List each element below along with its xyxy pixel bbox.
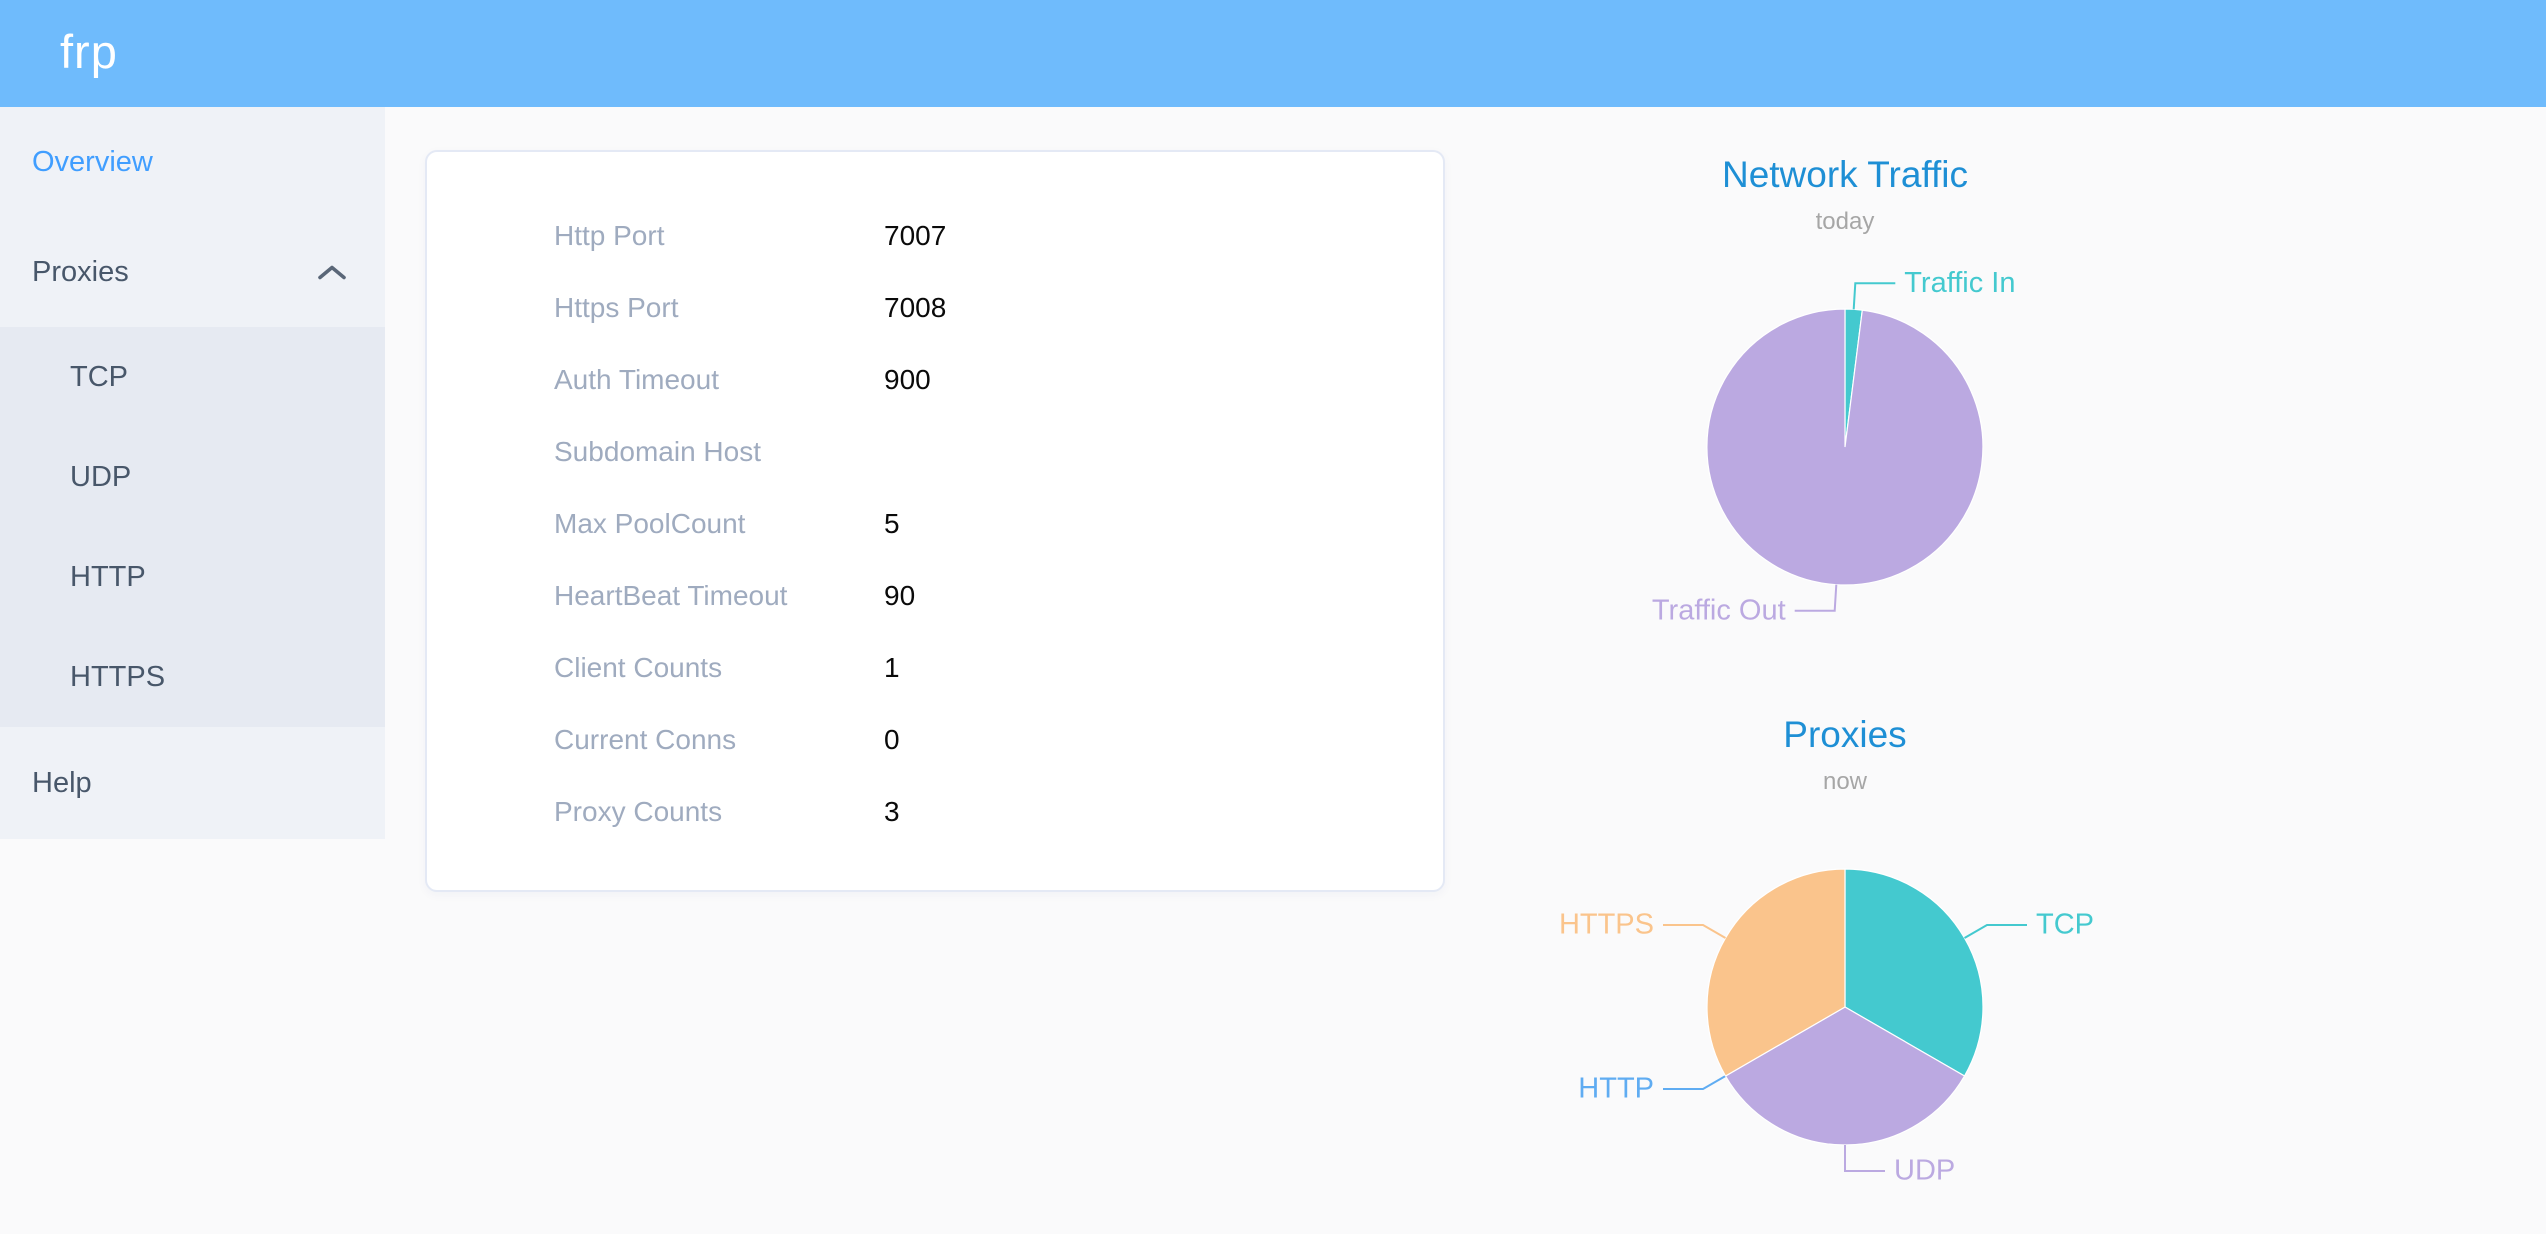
info-value: 7007 <box>884 220 947 251</box>
pie-slice-TCP[interactable] <box>1844 868 1984 1077</box>
info-row: Http Port 7007 <box>427 200 1443 272</box>
pie-slice-UDP[interactable] <box>1724 1006 1966 1146</box>
sidebar-item-label: UDP <box>70 460 132 493</box>
pie-label-line-HTTPS <box>1663 924 1727 939</box>
app-header: frp <box>0 0 2546 107</box>
sidebar-item-help[interactable]: Help <box>0 727 385 839</box>
info-value: 0 <box>884 724 900 755</box>
pie-label-line-Traffic Out <box>1794 584 1838 612</box>
chart-subtitle: today <box>1815 208 1875 235</box>
proxies-submenu: TCP UDP HTTP HTTPS <box>0 327 385 727</box>
sidebar-item-proxies[interactable]: Proxies <box>0 217 385 327</box>
pie-label-line-UDP <box>1844 1145 1885 1172</box>
pie-label-Traffic Out: Traffic Out <box>1652 594 1786 626</box>
info-row: Auth Timeout 900 <box>427 344 1443 416</box>
sidebar-item-label: Proxies <box>32 255 129 288</box>
info-label: Http Port <box>554 220 665 251</box>
info-row: Current Conns 0 <box>427 704 1443 776</box>
info-label: Client Counts <box>554 652 723 683</box>
chart-title: Network Traffic <box>1721 154 1969 195</box>
info-label: Proxy Counts <box>554 796 723 827</box>
sidebar-item-label: Overview <box>32 145 153 178</box>
sidebar-item-overview[interactable]: Overview <box>0 107 385 217</box>
info-label: Current Conns <box>554 724 737 755</box>
info-row: Client Counts 1 <box>427 632 1443 704</box>
sidebar-item-tcp[interactable]: TCP <box>0 327 385 427</box>
sidebar-menu: Overview Proxies TCP UDP HTTP <box>0 107 385 839</box>
pie-label-TCP: TCP <box>2036 909 2094 941</box>
sidebar-item-label: Help <box>32 766 92 799</box>
info-row: Subdomain Host <box>427 416 1443 488</box>
info-row: Proxy Counts 3 <box>427 776 1443 848</box>
info-value: 90 <box>884 580 916 611</box>
sidebar-item-label: TCP <box>70 360 128 393</box>
info-label: Https Port <box>554 292 679 323</box>
sidebar-item-http[interactable]: HTTP <box>0 527 385 627</box>
pie-label-HTTP: HTTP <box>1578 1073 1654 1105</box>
sidebar-item-https[interactable]: HTTPS <box>0 627 385 727</box>
info-value: 900 <box>884 364 931 395</box>
app-logo[interactable]: frp <box>60 25 118 78</box>
proxies-pie: TCP UDP HTTP HTTPS <box>1559 868 2094 1187</box>
sidebar: Overview Proxies TCP UDP HTTP <box>0 107 385 839</box>
pie-slice-Traffic Out[interactable] <box>1706 308 1984 586</box>
proxies-chart: Proxies now TCP UDP HTTP HTTPS <box>1545 700 2145 1220</box>
chevron-up-icon <box>318 265 346 279</box>
info-label: Subdomain Host <box>554 436 762 467</box>
network-traffic-pie: Traffic In Traffic Out <box>1652 267 2016 626</box>
pie-label-Traffic In: Traffic In <box>1904 267 2015 299</box>
chart-subtitle: now <box>1822 768 1868 795</box>
sidebar-item-label: HTTP <box>70 560 146 593</box>
pie-label-UDP: UDP <box>1894 1155 1955 1187</box>
pie-label-line-HTTP <box>1663 1075 1727 1090</box>
info-value: 5 <box>884 508 900 539</box>
server-info-card: Http Port 7007 Https Port 7008 Auth Time… <box>425 150 1445 892</box>
info-row: Https Port 7008 <box>427 272 1443 344</box>
info-value: 1 <box>884 652 900 683</box>
info-row: Max PoolCount 5 <box>427 488 1443 560</box>
pie-label-line-TCP <box>1963 924 2027 939</box>
pie-label-HTTPS: HTTPS <box>1559 909 1654 941</box>
network-traffic-chart: Network Traffic today Traffic In Traffic … <box>1545 140 2145 660</box>
pie-label-line-Traffic In <box>1852 282 1896 310</box>
info-label: Max PoolCount <box>554 508 746 539</box>
info-value: 7008 <box>884 292 947 323</box>
sidebar-item-label: HTTPS <box>70 660 166 693</box>
info-label: Auth Timeout <box>554 364 719 395</box>
sidebar-item-udp[interactable]: UDP <box>0 427 385 527</box>
info-label: HeartBeat Timeout <box>554 580 788 611</box>
info-row: HeartBeat Timeout 90 <box>427 560 1443 632</box>
chart-title: Proxies <box>1783 714 1907 755</box>
info-value: 3 <box>884 796 900 827</box>
